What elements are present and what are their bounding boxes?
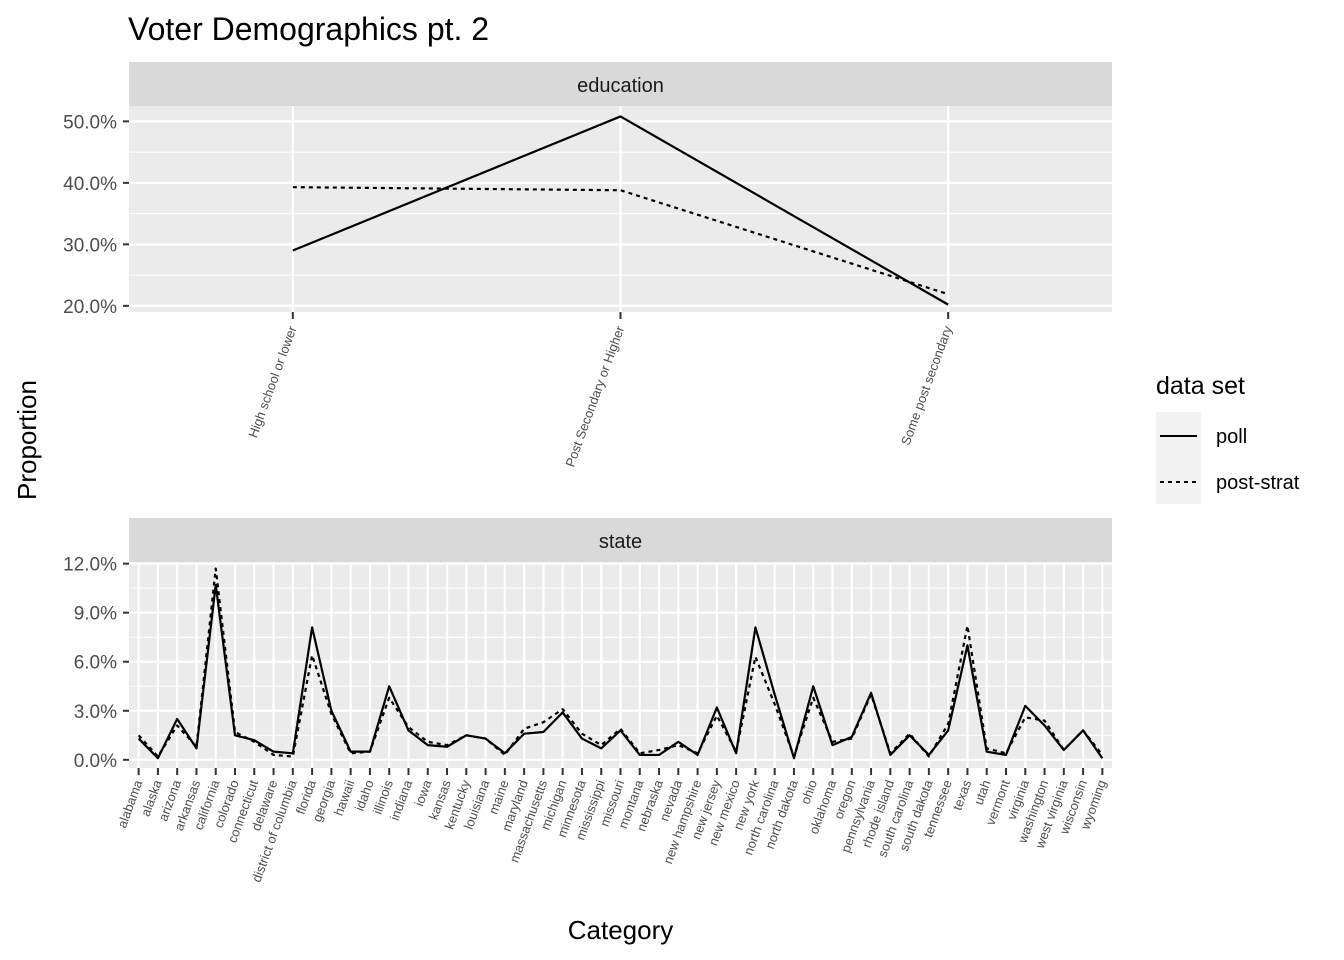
education-facet: education 20.0% 30.0% 40.0% 50.0% High scho… <box>63 62 1112 469</box>
y-tick-label: 0.0% <box>74 751 117 772</box>
state-strip <box>129 518 1112 562</box>
legend-label-poll: poll <box>1216 426 1247 448</box>
y-tick-label: 50.0% <box>63 112 117 133</box>
x-axis-label: Category <box>568 915 674 945</box>
state-series <box>137 567 1104 760</box>
y-tick-label: 40.0% <box>63 174 117 195</box>
state-x-ticks: alabamaalaskaarizonaarkansascaliforniaco… <box>114 768 1109 884</box>
x-tick-label-high-school-or-lower: High school or lower <box>245 323 300 439</box>
y-axis-label: Proportion <box>12 380 42 500</box>
legend-title: data set <box>1156 372 1245 400</box>
x-tick-label-post-secondary-or-higher: Post Secondary or Higher <box>562 323 627 469</box>
legend-key-background <box>1156 412 1201 504</box>
y-tick-label: 30.0% <box>63 235 117 256</box>
y-tick-label: 3.0% <box>74 702 117 723</box>
legend: data set poll post-strat <box>1156 372 1300 504</box>
education-x-ticks: High school or lower Post Secondary or Hi… <box>245 312 955 469</box>
y-tick-label: 9.0% <box>74 604 117 625</box>
legend-label-post-strat: post-strat <box>1216 472 1300 494</box>
education-strip-label: education <box>577 75 664 97</box>
series-line-poll <box>292 115 949 306</box>
education-y-ticks: 20.0% 30.0% 40.0% 50.0% <box>63 112 129 318</box>
y-tick-label: 20.0% <box>63 297 117 318</box>
y-tick-label: 12.0% <box>63 555 117 576</box>
state-y-ticks: 0.0% 3.0% 6.0% 9.0% 12.0% <box>63 555 129 772</box>
state-facet: state 0.0% 3.0% 6.0% 9.0% 12.0% alabamaalask… <box>63 518 1112 884</box>
x-tick-label-some-post-secondary: Some post secondary <box>898 323 955 447</box>
education-series <box>292 115 949 306</box>
y-tick-label: 6.0% <box>74 653 117 674</box>
education-gridlines <box>129 106 1112 312</box>
state-gridlines <box>129 562 1112 768</box>
state-strip-label: state <box>599 531 642 553</box>
education-strip <box>129 62 1112 106</box>
chart-title: Voter Demographics pt. 2 <box>128 11 489 47</box>
series-line-post-strat <box>137 567 1104 758</box>
